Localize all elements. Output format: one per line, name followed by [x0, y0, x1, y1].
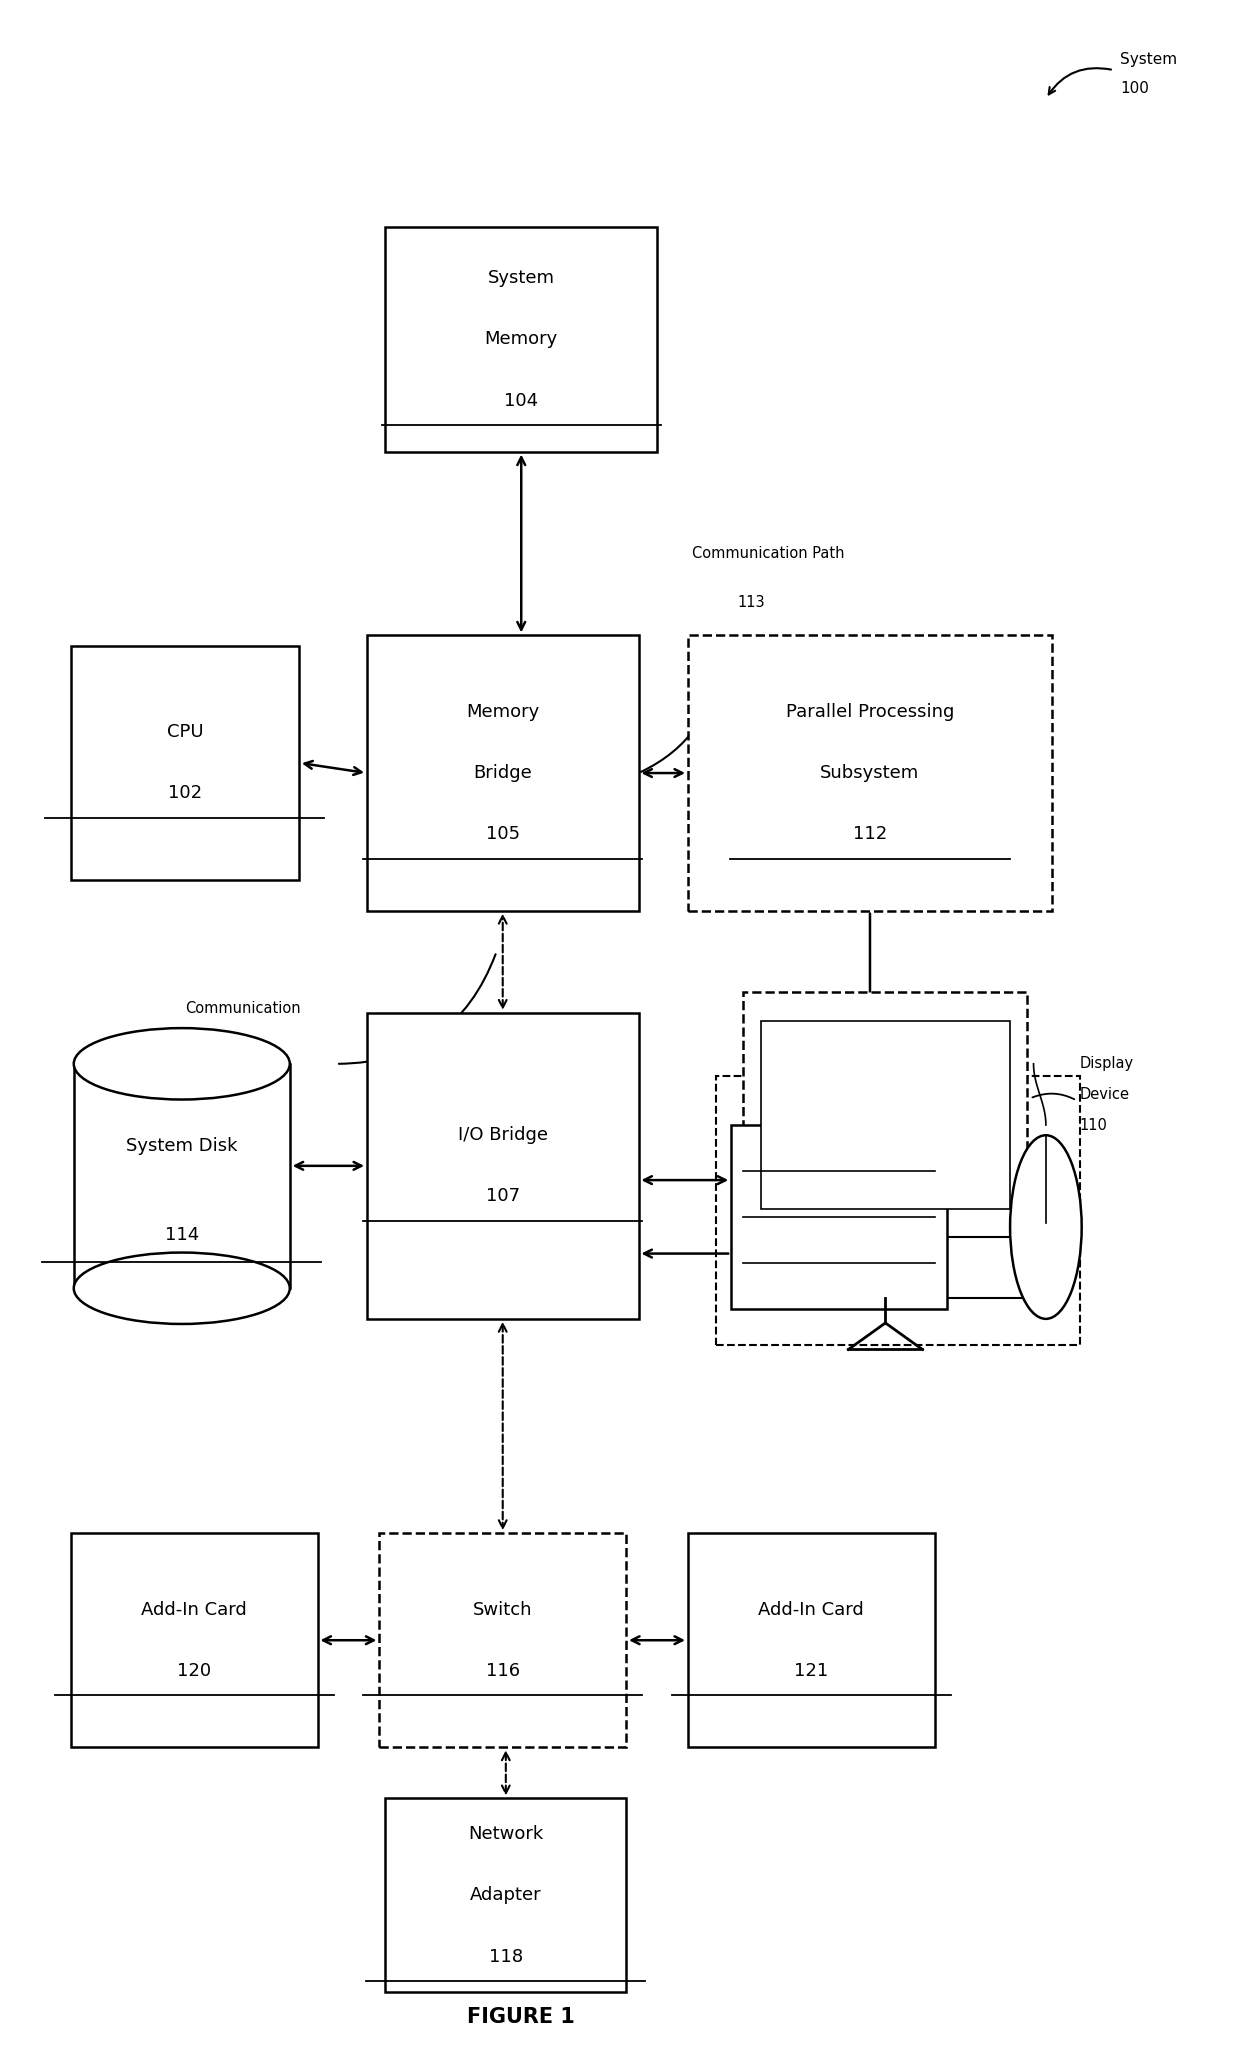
Text: Device: Device: [1079, 1086, 1130, 1103]
Text: I/O Bridge: I/O Bridge: [458, 1125, 548, 1144]
Text: Memory: Memory: [466, 704, 539, 720]
Text: 112: 112: [853, 825, 887, 843]
FancyBboxPatch shape: [71, 1532, 317, 1747]
FancyBboxPatch shape: [386, 227, 657, 452]
Text: CPU: CPU: [166, 722, 203, 741]
Ellipse shape: [73, 1252, 290, 1324]
Text: System: System: [1120, 53, 1177, 68]
Text: 106: 106: [215, 1082, 243, 1099]
Text: Display: Display: [1079, 1056, 1133, 1072]
Text: 118: 118: [489, 1948, 523, 1966]
Text: Input Devices 108: Input Devices 108: [842, 1066, 975, 1082]
FancyBboxPatch shape: [688, 636, 1052, 910]
Text: Parallel Processing: Parallel Processing: [786, 704, 954, 720]
Text: Communication: Communication: [186, 1000, 301, 1017]
FancyBboxPatch shape: [732, 1125, 947, 1309]
Text: Bridge: Bridge: [474, 763, 532, 782]
Text: Network: Network: [469, 1825, 543, 1843]
Text: Communication Path: Communication Path: [692, 546, 844, 561]
Text: Subsystem: Subsystem: [821, 763, 920, 782]
Text: 113: 113: [738, 595, 765, 610]
Text: System: System: [487, 270, 554, 286]
Bar: [744, 1238, 1028, 1299]
Text: 105: 105: [486, 825, 520, 843]
FancyBboxPatch shape: [760, 1021, 1011, 1209]
Text: 120: 120: [177, 1661, 211, 1680]
Text: 116: 116: [486, 1661, 520, 1680]
Text: Path: Path: [210, 1041, 242, 1058]
Text: Memory: Memory: [485, 331, 558, 348]
Text: 114: 114: [165, 1226, 198, 1244]
Text: System Disk: System Disk: [126, 1138, 238, 1156]
FancyBboxPatch shape: [71, 647, 299, 880]
Text: 107: 107: [486, 1187, 520, 1205]
FancyBboxPatch shape: [367, 1013, 639, 1320]
Text: 100: 100: [1120, 82, 1148, 96]
FancyBboxPatch shape: [386, 1798, 626, 1993]
Text: 121: 121: [794, 1661, 828, 1680]
Text: Add-In Card: Add-In Card: [759, 1600, 864, 1618]
Text: 110: 110: [1079, 1117, 1107, 1133]
Text: Adapter: Adapter: [470, 1886, 542, 1905]
FancyBboxPatch shape: [744, 992, 1028, 1238]
Bar: [73, 1064, 290, 1289]
Ellipse shape: [73, 1027, 290, 1099]
FancyBboxPatch shape: [379, 1532, 626, 1747]
Ellipse shape: [1011, 1136, 1081, 1320]
FancyBboxPatch shape: [688, 1532, 935, 1747]
Text: Add-In Card: Add-In Card: [141, 1600, 247, 1618]
Text: 102: 102: [167, 784, 202, 802]
Text: FIGURE 1: FIGURE 1: [467, 2007, 575, 2028]
Text: Switch: Switch: [472, 1600, 532, 1618]
Text: 104: 104: [505, 391, 538, 409]
FancyBboxPatch shape: [367, 636, 639, 910]
